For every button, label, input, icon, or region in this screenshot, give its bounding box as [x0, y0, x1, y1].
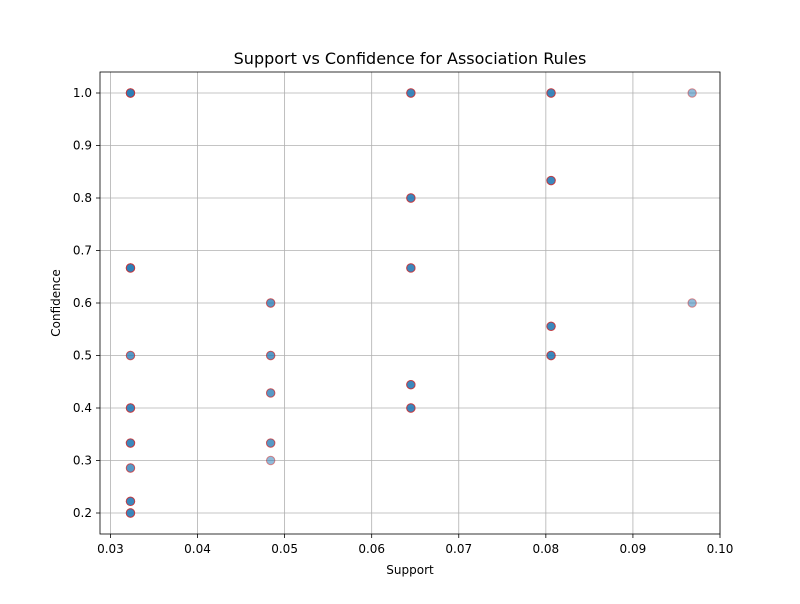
data-point — [406, 379, 416, 390]
data-point — [406, 403, 416, 413]
data-point — [546, 175, 556, 186]
data-point — [265, 350, 276, 361]
data-point — [125, 88, 136, 98]
data-point — [125, 403, 136, 413]
data-point — [406, 88, 416, 98]
y-tick-label: 0.8 — [73, 191, 92, 205]
data-point — [125, 508, 136, 518]
x-tick-label: 0.07 — [445, 542, 472, 556]
data-point — [125, 496, 136, 507]
x-tick-label: 0.06 — [358, 542, 385, 556]
x-tick-label: 0.03 — [97, 542, 124, 556]
data-point — [125, 350, 136, 361]
data-point — [687, 298, 697, 308]
chart-title: Support vs Confidence for Association Ru… — [234, 49, 587, 68]
y-tick-label: 0.4 — [73, 401, 92, 415]
data-point — [406, 263, 416, 273]
data-point — [546, 321, 556, 332]
data-point — [265, 438, 276, 448]
data-point — [687, 88, 697, 98]
x-tick-label: 0.05 — [271, 542, 298, 556]
grid-layer — [100, 72, 721, 534]
ticks-layer: 0.03 0.04 0.05 0.06 0.07 0.08 0.09 0.10 0.2 0.3 0.… — [73, 86, 733, 556]
y-tick-label: 0.2 — [73, 506, 92, 520]
data-point — [406, 193, 416, 203]
points-layer — [125, 88, 697, 518]
y-tick-label: 1.0 — [73, 86, 92, 100]
data-point — [265, 298, 276, 308]
data-point — [125, 463, 136, 473]
x-tick-label: 0.10 — [707, 542, 734, 556]
y-axis-label: Confidence — [49, 269, 63, 336]
y-tick-label: 0.5 — [73, 349, 92, 363]
data-point — [125, 263, 136, 273]
x-axis-label: Support — [386, 563, 434, 577]
x-tick-label: 0.04 — [184, 542, 211, 556]
x-tick-label: 0.09 — [620, 542, 647, 556]
y-tick-label: 0.6 — [73, 296, 92, 310]
data-point — [546, 88, 556, 98]
y-tick-label: 0.7 — [73, 244, 92, 258]
data-point — [265, 388, 276, 398]
y-tick-label: 0.9 — [73, 139, 92, 153]
data-point — [125, 438, 136, 448]
y-tick-label: 0.3 — [73, 454, 92, 468]
data-point — [546, 350, 556, 361]
data-point — [265, 455, 276, 466]
x-tick-label: 0.08 — [532, 542, 559, 556]
